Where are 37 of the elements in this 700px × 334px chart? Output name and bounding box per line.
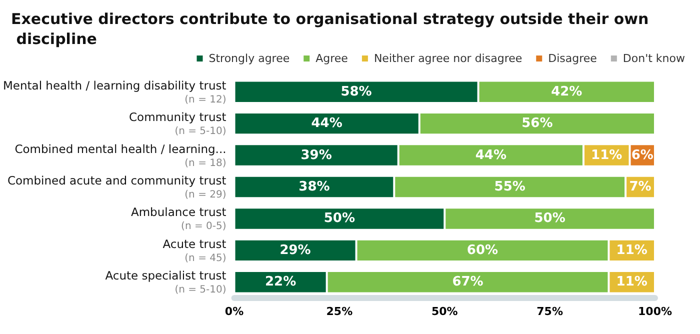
- data-label: 7%: [629, 180, 652, 194]
- data-label: 55%: [494, 180, 526, 194]
- data-label: 6%: [631, 148, 654, 163]
- y-tick-label: Combined mental health / learning... (n = 18): [14, 142, 226, 169]
- y-tick-label: Acute specialist trust (n = 5-10): [105, 268, 227, 296]
- legend-label: Agree: [316, 52, 348, 65]
- data-label: 22%: [264, 274, 296, 290]
- y-tick-label: Ambulance trust (n = 0-5): [130, 205, 227, 232]
- data-label: 44%: [475, 148, 506, 163]
- y-tick-label: Mental health / learning disability trust (n = 12): [2, 78, 227, 106]
- data-label: 50%: [534, 211, 566, 226]
- x-tick-label: 50%: [431, 305, 458, 318]
- legend-label: Don't know: [622, 52, 686, 65]
- data-label: 39%: [300, 148, 332, 163]
- data-label: 29%: [280, 242, 311, 258]
- data-label: 38%: [298, 180, 330, 194]
- x-tick-label: 75%: [536, 305, 563, 318]
- data-label: 11%: [616, 274, 648, 290]
- x-tick-label: 100%: [638, 305, 672, 318]
- y-tick-label: Acute trust (n = 45): [162, 236, 227, 264]
- data-label: 67%: [452, 274, 484, 290]
- data-label: 44%: [311, 116, 342, 132]
- data-label: 11%: [591, 148, 622, 163]
- y-tick-label: Community trust (n = 5-10): [129, 110, 227, 138]
- data-label: 58%: [340, 84, 372, 100]
- x-tick-label: 25%: [326, 305, 353, 318]
- data-label: 60%: [466, 242, 498, 258]
- legend-label: Neither agree nor disagree: [374, 52, 522, 65]
- data-label: 50%: [324, 211, 356, 226]
- data-label: 42%: [551, 84, 582, 100]
- x-tick-label: 0%: [224, 305, 244, 318]
- data-label: 56%: [522, 116, 553, 132]
- chart-title: Executive directors contribute to organisational strategy outside their own discipline: [11, 10, 649, 48]
- y-tick-label: Combined acute and community trust (n = 29): [7, 174, 227, 200]
- data-label: 11%: [616, 242, 648, 258]
- legend-label: Disagree: [548, 52, 598, 65]
- legend-label: Strongly agree: [208, 52, 290, 65]
